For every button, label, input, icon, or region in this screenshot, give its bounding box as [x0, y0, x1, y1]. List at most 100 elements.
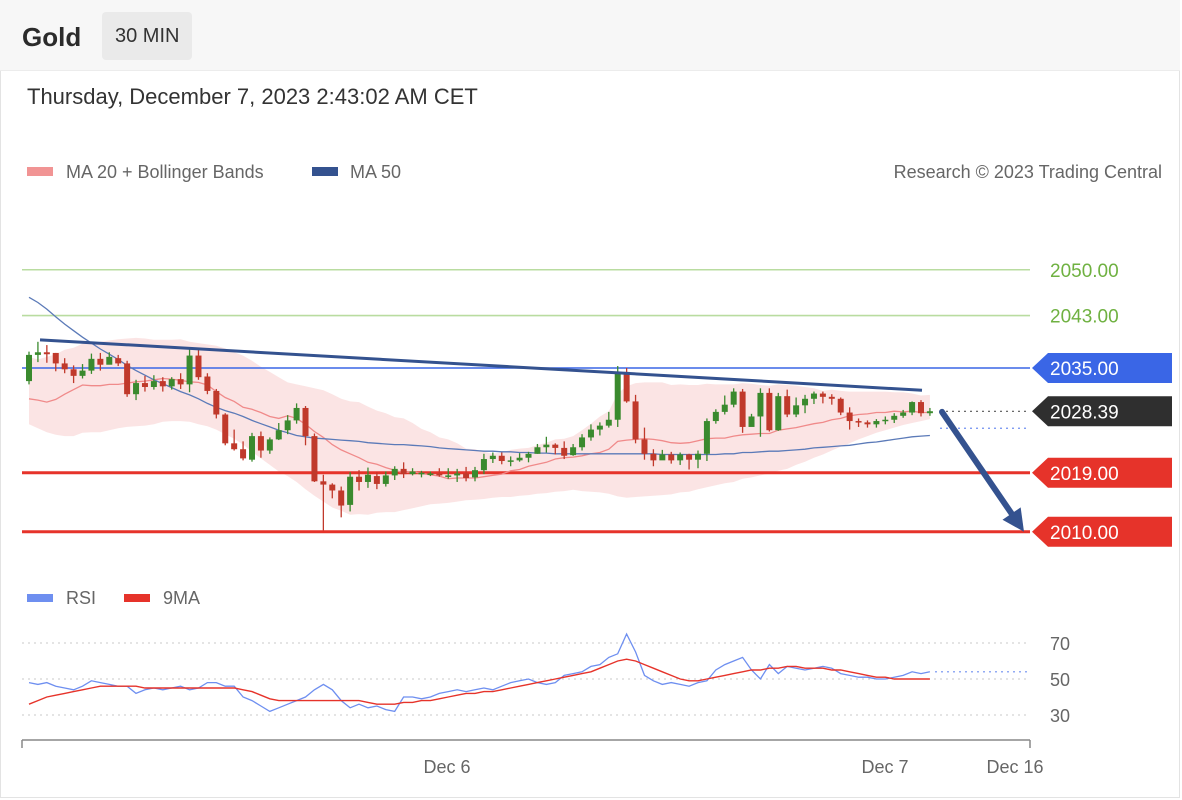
candle-body-37: [356, 476, 363, 482]
candle-body-81: [748, 416, 755, 427]
candle-body-2: [43, 352, 50, 355]
candle-body-77: [712, 411, 719, 422]
candle-body-62: [579, 437, 586, 448]
candle-body-56: [525, 453, 532, 458]
candle-body-85: [784, 396, 791, 415]
candle-body-43: [409, 471, 416, 475]
level-label-0: 2050.00: [1050, 261, 1119, 282]
candle-body-93: [855, 421, 862, 423]
legend-rsi-swatch: [27, 594, 53, 602]
candle-body-94: [864, 422, 871, 425]
legend-ma20-label: MA 20 + Bollinger Bands: [66, 162, 264, 182]
candle-body-24: [240, 449, 247, 459]
candle-body-51: [480, 459, 487, 471]
candle-body-17: [177, 379, 184, 385]
timestamp: Thursday, December 7, 2023 2:43:02 AM CE…: [27, 84, 478, 109]
candle-body-60: [561, 447, 568, 456]
rsi-9ma-line: [28, 658, 930, 705]
candle-body-35: [338, 490, 345, 506]
candle-body-15: [159, 381, 166, 387]
legend-9ma-label: 9MA: [163, 588, 200, 608]
candle-body-59: [552, 444, 559, 448]
candle-body-82: [757, 392, 764, 417]
candle-body-34: [329, 484, 336, 491]
candle-body-19: [195, 355, 202, 378]
symbol-title: Gold: [22, 22, 82, 52]
interval-button[interactable]: 30 MIN: [102, 12, 193, 60]
candle-body-70: [650, 453, 657, 461]
candle-body-39: [373, 476, 380, 484]
rsi-line: [28, 632, 931, 713]
candle-body-49: [463, 473, 470, 479]
candle-body-61: [570, 447, 577, 456]
candle-body-0: [26, 354, 32, 382]
candle-body-41: [391, 468, 398, 476]
candle-body-78: [721, 404, 728, 412]
legend-ma50-swatch: [312, 167, 338, 176]
candle-body-53: [498, 455, 505, 462]
candle-body-67: [623, 371, 630, 402]
ma50-line: [28, 296, 930, 456]
candle-body-55: [516, 457, 523, 461]
candle-body-69: [641, 439, 648, 454]
price-tag-label-5: 2010.00: [1050, 523, 1119, 544]
credit-label: Research © 2023 Trading Central: [894, 162, 1162, 182]
candle-body-3: [52, 352, 59, 364]
trend-line: [39, 338, 923, 392]
candle-body-45: [427, 473, 434, 475]
candle-body-86: [793, 405, 800, 415]
candle-body-38: [364, 474, 371, 482]
candle-body-50: [472, 470, 478, 478]
candle-body-71: [659, 454, 666, 461]
candle-body-89: [819, 393, 826, 397]
candle-body-6: [79, 370, 86, 376]
candle-body-1: [34, 352, 41, 355]
candle-body-40: [382, 475, 389, 484]
chart-header: Gold 30 MIN: [0, 0, 1180, 71]
price-tag-label-2: 2035.00: [1050, 359, 1119, 380]
legend-rsi-label: RSI: [66, 588, 96, 608]
candle-body-10: [115, 358, 122, 364]
candle-body-12: [133, 383, 140, 395]
candle-body-75: [695, 453, 701, 460]
candle-body-63: [587, 429, 594, 438]
candle-body-64: [596, 425, 603, 430]
candle-body-11: [124, 363, 131, 395]
price-tag-label-4: 2019.00: [1050, 464, 1119, 485]
rsi-tick-label-0: 70: [1050, 634, 1070, 654]
candle-body-83: [766, 392, 773, 431]
candle-body-26: [257, 436, 264, 451]
price-tag-2: [1032, 353, 1172, 383]
candle-body-54: [507, 460, 514, 462]
candle-body-25: [249, 436, 255, 460]
legend-9ma-swatch: [124, 594, 150, 602]
forecast-arrow-head: [1002, 507, 1024, 532]
candle-body-90: [828, 396, 835, 399]
candle-body-28: [275, 430, 282, 440]
x-tick-label-2: Dec 16: [986, 757, 1043, 777]
candle-body-72: [668, 454, 675, 461]
candle-body-13: [141, 383, 148, 387]
candle-body-14: [150, 381, 157, 387]
candle-body-79: [730, 391, 737, 405]
candle-body-36: [347, 476, 354, 505]
candle-body-18: [186, 355, 193, 385]
legend-ma50-label: MA 50: [350, 162, 401, 182]
candle-body-101: [926, 411, 933, 414]
candle-body-58: [543, 444, 550, 448]
candle-body-16: [168, 379, 175, 387]
candle-body-92: [846, 412, 853, 422]
level-label-1: 2043.00: [1050, 307, 1119, 328]
candle-body-31: [302, 407, 309, 437]
price-tag-5: [1032, 516, 1172, 547]
candle-body-68: [632, 401, 639, 440]
candle-body-33: [320, 481, 327, 485]
x-tick-label-1: Dec 7: [861, 757, 908, 777]
rsi-tick-label-1: 50: [1050, 670, 1070, 690]
candle-body-97: [891, 415, 898, 420]
candle-body-44: [418, 472, 425, 475]
candle-body-96: [882, 419, 889, 422]
candle-body-73: [677, 454, 684, 461]
candle-body-100: [918, 402, 924, 414]
